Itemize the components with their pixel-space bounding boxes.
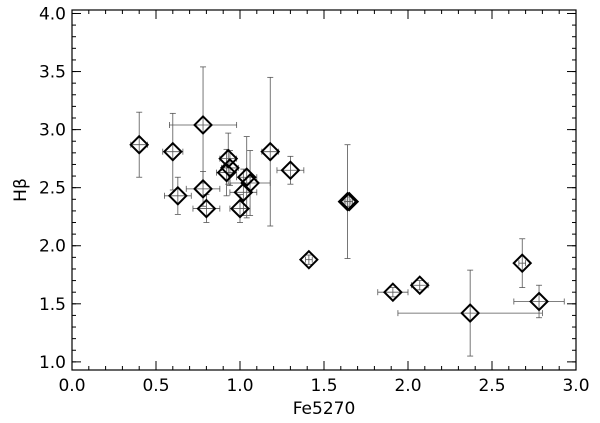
y-tick-label: 2.5 [39,179,66,199]
y-axis-label: Hβ [11,178,31,202]
y-tick-label: 1.5 [39,295,66,315]
error-bar [377,287,409,298]
axis-ticks [71,10,577,370]
y-tick-label: 2.0 [39,237,66,257]
y-tick-label: 3.5 [39,63,66,83]
data-point [298,249,319,270]
x-tick-label: 2.5 [478,376,505,396]
x-tick-label: 0.5 [142,376,169,396]
y-tick-labels: 1.0 1.5 2.0 2.5 3.0 3.5 4.0 [39,4,66,372]
y-tick-label: 4.0 [39,4,66,24]
error-bar [345,196,353,207]
plot-frame [71,9,577,371]
error-bar [518,238,526,288]
data-point [218,148,239,169]
error-bar [261,76,280,227]
data-point [529,291,549,312]
data-point [337,191,358,212]
error-bar [130,111,149,178]
error-bar [513,284,565,319]
y-tick-label: 3.0 [39,121,66,141]
x-tick-label: 0.0 [58,376,85,396]
x-tick-label: 2.0 [394,376,421,396]
data-point [193,178,213,199]
y-tick-label: 1.0 [39,353,66,373]
data-point [162,141,183,162]
x-tick-labels: 0.0 0.5 1.0 1.5 2.0 2.5 3.0 [58,376,589,396]
x-tick-label: 1.5 [310,376,337,396]
data-point [460,303,481,324]
data-point [280,160,301,181]
data-point [216,162,237,183]
x-tick-label: 1.0 [226,376,253,396]
data-point [129,134,150,155]
data-markers [129,115,549,324]
data-point [230,198,250,219]
error-bar [397,269,543,357]
error-bar [185,171,221,207]
data-point [236,167,257,188]
data-point [193,115,213,135]
x-axis-label: Fe5270 [293,399,356,419]
data-point [240,173,260,193]
error-bar [305,254,313,265]
data-point [167,185,188,206]
error-bar [410,280,429,291]
data-point [339,191,360,212]
data-point [220,158,240,178]
data-point [409,275,430,296]
data-point [196,198,217,219]
error-bar [162,112,184,191]
data-point [382,282,403,303]
data-point [260,141,281,162]
x-tick-label: 3.0 [562,376,589,396]
data-point [512,253,533,274]
